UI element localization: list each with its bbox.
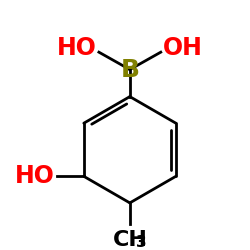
Text: HO: HO xyxy=(15,164,55,188)
Text: B: B xyxy=(120,58,139,82)
Text: 3: 3 xyxy=(136,235,147,250)
Text: HO: HO xyxy=(57,36,97,60)
Text: CH: CH xyxy=(112,230,147,250)
Text: OH: OH xyxy=(163,36,203,60)
